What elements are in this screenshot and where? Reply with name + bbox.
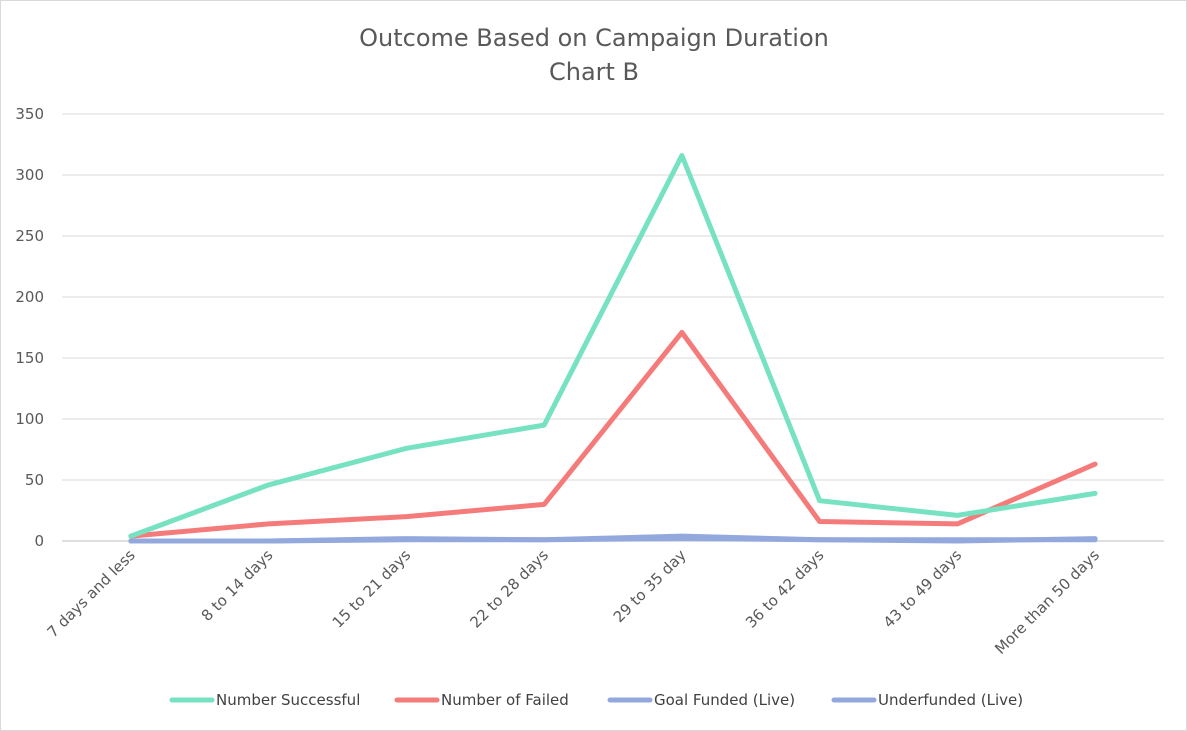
y-tick-label: 250 [15, 227, 44, 245]
x-tick-label: 22 to 28 days [466, 546, 552, 632]
x-tick-label: 36 to 42 days [742, 546, 828, 632]
legend-label: Underfunded (Live) [878, 691, 1023, 709]
series-line [128, 153, 1098, 539]
series-lines [128, 153, 1098, 544]
series-line [128, 533, 1098, 544]
y-tick-label: 300 [15, 166, 44, 184]
y-tick-label: 200 [15, 288, 44, 306]
y-tick-label: 100 [15, 410, 44, 428]
y-tick-label: 350 [15, 105, 44, 123]
x-tick-label: 7 days and less [44, 546, 139, 641]
x-tick-label: 43 to 49 days [880, 546, 966, 632]
chart-title: Outcome Based on Campaign Duration [359, 24, 829, 52]
x-tick-label: 8 to 14 days [198, 546, 277, 625]
x-tick-label: 29 to 35 day [610, 546, 690, 626]
y-tick-label: 0 [34, 532, 44, 550]
gridlines [62, 113, 1164, 542]
legend: Number Successful Number of Failed Goal Fu… [169, 691, 1023, 709]
legend-label: Number of Failed [441, 691, 569, 709]
x-tick-label: 15 to 21 days [329, 546, 415, 632]
legend-label: Goal Funded (Live) [654, 691, 795, 709]
chart-subtitle: Chart B [549, 58, 639, 86]
series-line [128, 329, 1098, 539]
legend-label: Number Successful [216, 691, 360, 709]
x-tick-label: More than 50 days [991, 546, 1103, 658]
x-axis-ticks: 7 days and less 8 to 14 days 15 to 21 days… [44, 546, 1103, 658]
y-tick-label: 150 [15, 349, 44, 367]
y-tick-label: 50 [25, 471, 44, 489]
y-axis-ticks: 0 50 100 150 200 250 300 350 [15, 105, 44, 550]
